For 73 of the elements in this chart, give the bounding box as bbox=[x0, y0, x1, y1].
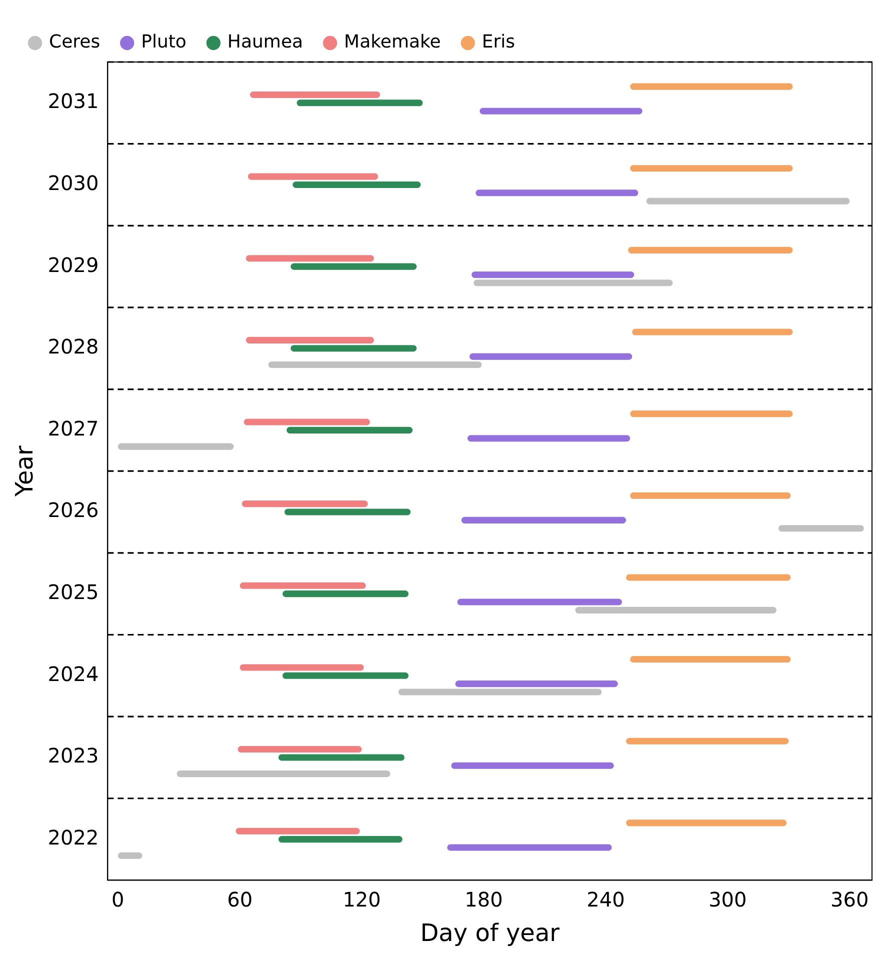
bar bbox=[630, 165, 793, 172]
bar bbox=[246, 336, 374, 344]
y-axis-title: Year bbox=[10, 446, 39, 498]
y-tick-label: 2026 bbox=[48, 498, 99, 522]
bar bbox=[474, 280, 673, 286]
bar bbox=[467, 435, 630, 442]
y-tick-label: 2022 bbox=[48, 825, 99, 850]
y-tick-label: 2024 bbox=[48, 662, 99, 686]
bar bbox=[480, 108, 642, 114]
y-tick-label: 2028 bbox=[48, 334, 99, 359]
bar bbox=[296, 100, 423, 106]
bar bbox=[575, 606, 776, 614]
y-tick-label: 2029 bbox=[48, 252, 99, 277]
bar bbox=[240, 664, 364, 671]
bar bbox=[630, 410, 793, 418]
bar bbox=[290, 263, 417, 270]
bar bbox=[398, 688, 602, 696]
bar bbox=[455, 680, 618, 688]
x-tick-label: 240 bbox=[586, 887, 625, 912]
x-tick-label: 360 bbox=[830, 887, 869, 912]
bar bbox=[284, 508, 411, 516]
bar bbox=[451, 762, 614, 769]
y-tick-label: 2030 bbox=[48, 170, 99, 195]
x-tick-label: 0 bbox=[111, 887, 124, 912]
bar bbox=[286, 426, 413, 434]
bar bbox=[240, 582, 366, 589]
bar bbox=[282, 590, 409, 598]
legend-label: Eris bbox=[482, 32, 516, 53]
x-tick-label: 60 bbox=[227, 887, 253, 912]
bar bbox=[278, 836, 402, 843]
bar bbox=[457, 598, 622, 606]
bar bbox=[476, 190, 638, 196]
bar bbox=[248, 173, 378, 180]
bar bbox=[630, 656, 791, 663]
y-tick-label: 2023 bbox=[48, 744, 99, 768]
bar bbox=[292, 181, 421, 188]
bar bbox=[630, 492, 791, 499]
legend-label: Pluto bbox=[141, 32, 186, 53]
legend-label: Makemake bbox=[344, 32, 441, 53]
bar bbox=[118, 443, 234, 450]
bar bbox=[626, 820, 787, 826]
bar bbox=[242, 500, 368, 508]
bar bbox=[626, 574, 791, 581]
x-tick-label: 120 bbox=[342, 887, 381, 912]
bar bbox=[118, 852, 142, 859]
bar bbox=[461, 516, 626, 524]
bar bbox=[628, 246, 793, 254]
bar bbox=[250, 91, 380, 98]
bar bbox=[244, 418, 370, 426]
legend-label: Ceres bbox=[49, 32, 100, 53]
bar bbox=[246, 255, 374, 262]
bar bbox=[778, 525, 864, 532]
bar bbox=[630, 83, 793, 90]
legend-label: Haumea bbox=[227, 32, 304, 53]
bar bbox=[176, 770, 390, 778]
x-tick-label: 300 bbox=[708, 887, 747, 912]
bar bbox=[238, 746, 362, 753]
bar bbox=[282, 672, 409, 679]
bar bbox=[646, 198, 850, 204]
bar bbox=[268, 361, 482, 368]
y-tick-label: 2027 bbox=[48, 416, 99, 440]
bar bbox=[472, 271, 634, 278]
bar bbox=[447, 844, 612, 851]
bar bbox=[278, 754, 404, 761]
y-tick-label: 2025 bbox=[48, 580, 99, 604]
x-axis-title: Day of year bbox=[420, 918, 560, 947]
bar bbox=[470, 353, 632, 360]
bar bbox=[290, 345, 417, 352]
bar bbox=[632, 328, 793, 336]
x-tick-label: 180 bbox=[464, 887, 503, 912]
bar bbox=[626, 738, 789, 744]
bar bbox=[236, 828, 360, 834]
y-tick-label: 2031 bbox=[48, 89, 99, 114]
